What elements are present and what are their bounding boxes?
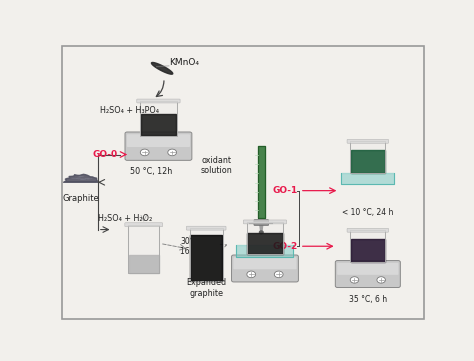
Text: H₂SO₄ + H₃PO₄: H₂SO₄ + H₃PO₄ (100, 105, 158, 114)
Text: 30°C
16 h: 30°C 16 h (181, 236, 200, 256)
Polygon shape (350, 230, 385, 262)
FancyBboxPatch shape (127, 134, 190, 147)
Text: oxidant
solution: oxidant solution (200, 156, 232, 175)
Polygon shape (129, 255, 159, 273)
Polygon shape (64, 174, 99, 182)
Circle shape (140, 149, 149, 156)
Circle shape (259, 231, 263, 234)
FancyBboxPatch shape (125, 223, 163, 227)
FancyBboxPatch shape (231, 255, 299, 282)
FancyBboxPatch shape (254, 220, 269, 225)
FancyBboxPatch shape (186, 226, 226, 230)
FancyBboxPatch shape (233, 257, 297, 269)
FancyBboxPatch shape (137, 99, 180, 103)
FancyBboxPatch shape (243, 220, 287, 224)
Text: Expanded
graphite: Expanded graphite (186, 278, 226, 297)
Text: < 10 °C, 24 h: < 10 °C, 24 h (342, 208, 393, 217)
Polygon shape (351, 239, 384, 262)
Polygon shape (350, 141, 385, 173)
Polygon shape (258, 146, 265, 218)
Polygon shape (341, 173, 394, 184)
Text: GO-2: GO-2 (273, 242, 298, 251)
Text: GO-0: GO-0 (93, 150, 118, 159)
Polygon shape (152, 62, 173, 74)
Circle shape (274, 271, 283, 278)
Polygon shape (190, 228, 223, 281)
Text: H₂SO₄ + H₂O₂: H₂SO₄ + H₂O₂ (98, 214, 153, 223)
FancyBboxPatch shape (335, 261, 401, 287)
FancyBboxPatch shape (337, 263, 399, 275)
Polygon shape (140, 101, 177, 136)
FancyBboxPatch shape (125, 132, 192, 160)
Text: 50 °C, 12h: 50 °C, 12h (130, 167, 172, 176)
Polygon shape (351, 150, 384, 173)
Polygon shape (260, 225, 263, 230)
FancyBboxPatch shape (347, 139, 389, 143)
Polygon shape (247, 233, 283, 254)
Polygon shape (141, 114, 176, 135)
Circle shape (168, 149, 176, 156)
Polygon shape (246, 222, 283, 254)
Text: Graphite: Graphite (63, 195, 100, 204)
Text: 35 °C, 6 h: 35 °C, 6 h (349, 295, 387, 304)
Polygon shape (128, 225, 159, 273)
Circle shape (350, 277, 359, 283)
Circle shape (247, 271, 255, 278)
Polygon shape (191, 235, 222, 281)
Text: KMnO₄: KMnO₄ (169, 58, 200, 67)
Polygon shape (237, 245, 293, 257)
Circle shape (377, 277, 385, 283)
FancyBboxPatch shape (347, 228, 389, 232)
Text: GO-1: GO-1 (273, 186, 298, 195)
